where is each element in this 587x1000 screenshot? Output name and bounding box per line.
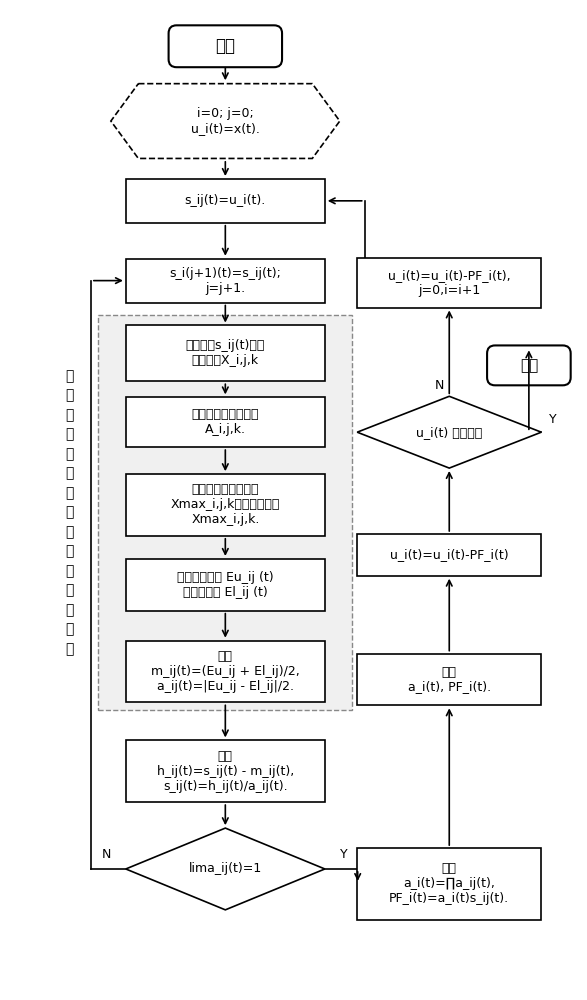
FancyBboxPatch shape [487,345,571,385]
FancyBboxPatch shape [126,740,325,802]
Text: 结束: 结束 [519,358,538,373]
FancyBboxPatch shape [168,25,282,67]
Text: Y: Y [340,848,348,861]
Text: N: N [434,379,444,392]
Text: s_i(j+1)(t)=s_ij(t);
j=j+1.: s_i(j+1)(t)=s_ij(t); j=j+1. [170,267,281,295]
Text: s_ij(t)=u_i(t).: s_ij(t)=u_i(t). [185,194,266,207]
Text: 局
部
均
值
函
数
与
包
络
估
计
函
数
构
造: 局 部 均 值 函 数 与 包 络 估 计 函 数 构 造 [65,369,73,656]
FancyBboxPatch shape [126,474,325,536]
FancyBboxPatch shape [126,259,325,303]
Text: 形成新的极大值序列
Xmax_i,j,k和极小值序列
Xmax_i,j,k.: 形成新的极大值序列 Xmax_i,j,k和极小值序列 Xmax_i,j,k. [171,483,280,526]
Text: u_i(t)=u_i(t)-PF_i(t),
j=0,i=i+1: u_i(t)=u_i(t)-PF_i(t), j=0,i=i+1 [388,269,511,297]
Text: N: N [102,848,111,861]
FancyBboxPatch shape [357,258,541,308]
Text: 保存
a_i(t), PF_i(t).: 保存 a_i(t), PF_i(t). [408,666,491,694]
Text: 开始: 开始 [215,37,235,55]
Text: i=0; j=0;
u_i(t)=x(t).: i=0; j=0; u_i(t)=x(t). [191,107,260,135]
FancyBboxPatch shape [357,654,541,705]
Text: 计算
h_ij(t)=s_ij(t) - m_ij(t),
s_ij(t)=h_ij(t)/a_ij(t).: 计算 h_ij(t)=s_ij(t) - m_ij(t), s_ij(t)=h_… [157,750,294,793]
Text: lima_ij(t)=1: lima_ij(t)=1 [188,862,262,875]
FancyBboxPatch shape [126,397,325,447]
Text: Y: Y [549,413,556,426]
Text: u_i(t)=u_i(t)-PF_i(t): u_i(t)=u_i(t)-PF_i(t) [390,548,508,561]
FancyBboxPatch shape [357,534,541,576]
FancyBboxPatch shape [126,325,325,381]
Text: 计算上包络线 Eu_ij (t)
和下包络线 El_ij (t): 计算上包络线 Eu_ij (t) 和下包络线 El_ij (t) [177,571,274,599]
FancyBboxPatch shape [99,315,352,710]
FancyBboxPatch shape [126,641,325,702]
Text: 计算极值对称点序列
A_i,j,k.: 计算极值对称点序列 A_i,j,k. [191,408,259,436]
FancyBboxPatch shape [357,848,541,920]
Text: 计算
a_i(t)=∏a_ij(t),
PF_i(t)=a_i(t)s_ij(t).: 计算 a_i(t)=∏a_ij(t), PF_i(t)=a_i(t)s_ij(t… [389,862,510,905]
FancyBboxPatch shape [126,179,325,223]
Text: 计算信号s_ij(t)的极
值点序列X_i,j,k: 计算信号s_ij(t)的极 值点序列X_i,j,k [185,339,265,367]
Text: u_i(t) 是否单调: u_i(t) 是否单调 [416,426,483,439]
Text: 计算
m_ij(t)=(Eu_ij + El_ij)/2,
a_ij(t)=|Eu_ij - El_ij|/2.: 计算 m_ij(t)=(Eu_ij + El_ij)/2, a_ij(t)=|E… [151,650,300,693]
FancyBboxPatch shape [126,559,325,611]
Polygon shape [357,396,541,468]
Polygon shape [111,84,340,158]
Polygon shape [126,828,325,910]
